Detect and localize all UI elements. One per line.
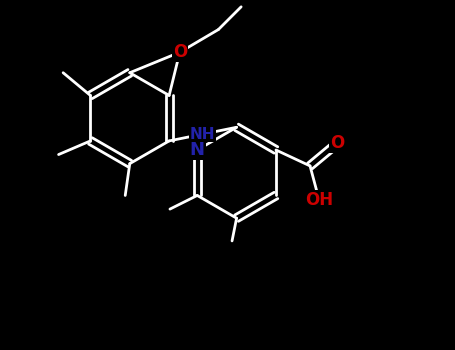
Text: O: O [330,134,344,152]
Text: O: O [172,43,187,61]
Text: N: N [190,141,205,159]
Text: NH: NH [190,127,216,142]
Text: OH: OH [305,191,333,209]
